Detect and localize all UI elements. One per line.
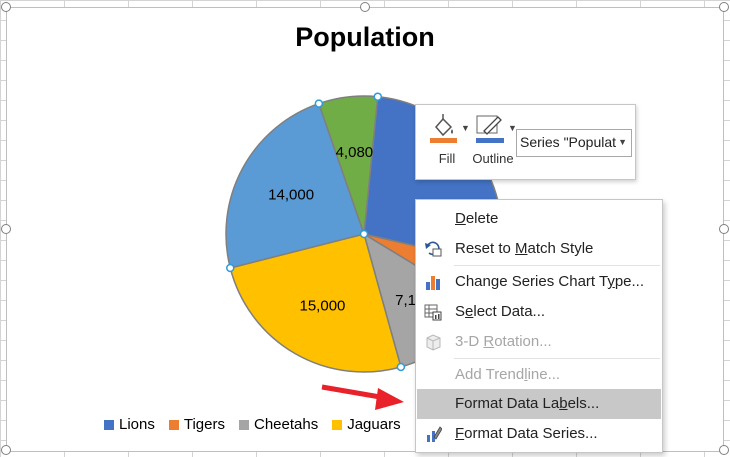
menu-accelerator: l [524, 366, 528, 383]
menu-item-add-trendline[interactable]: Add Trendline... [417, 360, 661, 390]
menu-item-3d-rotation[interactable]: 3-D Rotation... [417, 327, 661, 357]
menu-text-pre: Change Series Chart T [455, 273, 608, 290]
legend-item-cheetahs[interactable]: Cheetahs [238, 416, 319, 433]
context-menu: Delete Reset to Match Style Change Serie… [415, 199, 663, 453]
menu-accelerator: y [607, 273, 615, 290]
pen-outline-icon [476, 115, 504, 143]
menu-label-reset: Reset to Match Style [455, 240, 593, 257]
menu-text-post: lect Data... [473, 303, 546, 320]
menu-text-post: ormat Data Series... [464, 425, 598, 442]
menu-text-pre: Format Data La [455, 395, 560, 412]
bar-chart-icon [426, 276, 440, 290]
menu-label-3d-rotation: 3-D Rotation... [455, 333, 552, 350]
data-label[interactable]: 15,000 [300, 298, 346, 315]
arrow-head-icon [375, 388, 404, 410]
menu-text-pre: 3-D [455, 333, 484, 350]
menu-text-post: ine... [527, 366, 561, 383]
fill-dropdown-icon[interactable]: ▼ [461, 123, 470, 133]
chart-resize-handle-top-right[interactable] [719, 2, 729, 12]
chart-resize-handle-bottom-left[interactable] [1, 445, 11, 455]
chevron-down-icon: ▼ [618, 137, 627, 147]
chart-title[interactable]: Population [295, 22, 435, 52]
menu-accelerator: R [483, 333, 495, 350]
menu-label-format-series: Format Data Series... [455, 425, 598, 442]
fill-button[interactable]: ▼ Fill [424, 113, 470, 173]
legend-label-lions: Lions [119, 416, 155, 433]
chart-elements-value: Series "Populat [520, 134, 617, 150]
legend-swatch-cheetahs [238, 419, 249, 430]
chart-elements-dropdown[interactable]: Series "Populat ▼ [516, 129, 632, 157]
series-selection-handle[interactable] [373, 92, 383, 101]
series-selection-handle[interactable] [359, 229, 369, 239]
menu-label-delete: Delete [455, 210, 498, 227]
menu-accelerator: F [455, 425, 465, 442]
chart-resize-handle-top-left[interactable] [1, 2, 11, 12]
menu-label-format-labels: Format Data Labels... [455, 395, 599, 412]
menu-item-reset-to-match-style[interactable]: Reset to Match Style [417, 234, 661, 264]
menu-text-post: pe... [614, 273, 644, 290]
menu-text-post: els... [567, 395, 600, 412]
fill-label: Fill [438, 151, 456, 166]
menu-label-add-trendline: Add Trendline... [455, 366, 560, 383]
legend-label-tigers: Tigers [183, 416, 225, 433]
pie-slice-jaguars[interactable] [229, 233, 402, 373]
series-selection-handle[interactable] [396, 362, 406, 372]
legend-item-tigers[interactable]: Tigers [168, 416, 225, 433]
chart-resize-handle-right[interactable] [719, 224, 729, 234]
legend-label-cheetahs: Cheetahs [253, 416, 319, 433]
outline-button[interactable]: ▼ Outline [468, 113, 518, 173]
menu-text-pre: S [455, 303, 466, 320]
cube-3d-icon [426, 334, 441, 351]
menu-separator [454, 358, 660, 359]
menu-text-pre: Add Trend [455, 366, 525, 383]
menu-item-select-data[interactable]: Select Data... [417, 297, 661, 327]
menu-accelerator: M [515, 240, 528, 257]
legend-swatch-tigers [168, 419, 179, 430]
menu-separator [454, 265, 660, 266]
chart-resize-handle-top[interactable] [360, 2, 370, 12]
menu-accelerator: D [455, 210, 466, 227]
menu-label-select-data: Select Data... [455, 303, 545, 320]
menu-item-delete[interactable]: Delete [417, 204, 661, 234]
outline-dropdown-icon[interactable]: ▼ [508, 123, 517, 133]
select-data-icon [424, 304, 442, 321]
menu-text-pre: Reset to [455, 240, 516, 257]
menu-accelerator: e [465, 303, 474, 320]
arrow-shaft [321, 384, 387, 401]
outline-label: Outline [472, 151, 514, 166]
series-selection-handle[interactable] [314, 99, 324, 108]
format-mini-toolbar: ▼ Fill ▼ Outline Series "Populat ▼ [415, 104, 636, 180]
menu-accelerator: b [559, 395, 568, 412]
data-label[interactable]: 14,000 [268, 187, 314, 204]
menu-text-post: otation... [494, 333, 552, 350]
reset-style-icon [425, 241, 442, 257]
legend-label-jaguars: Jaguars [347, 416, 401, 433]
pie-slice-unnamed-4[interactable] [225, 102, 365, 269]
menu-item-format-data-labels[interactable]: Format Data Labels... [417, 389, 661, 419]
menu-label-change-type: Change Series Chart Type... [455, 273, 644, 290]
data-label[interactable]: 4,080 [336, 144, 374, 161]
legend-swatch-jaguars [332, 419, 343, 430]
series-selection-handle[interactable] [225, 263, 235, 273]
paint-bucket-icon [430, 114, 457, 143]
fill-color-swatch [430, 138, 457, 143]
legend-item-lions[interactable]: Lions [104, 416, 155, 433]
chart-legend[interactable]: Lions Tigers Cheetahs Jaguars [104, 416, 401, 433]
menu-text-post: elete [465, 210, 499, 227]
menu-item-change-series-chart-type[interactable]: Change Series Chart Type... [417, 267, 661, 297]
menu-item-format-data-series[interactable]: Format Data Series... [417, 419, 661, 449]
legend-swatch-lions [104, 419, 114, 430]
legend-item-jaguars[interactable]: Jaguars [332, 416, 401, 433]
menu-text-post: atch Style [527, 240, 594, 257]
chart-resize-handle-bottom-right[interactable] [719, 445, 729, 455]
outline-color-swatch [476, 138, 504, 143]
format-series-icon [427, 426, 442, 442]
chart-resize-handle-left[interactable] [1, 224, 11, 234]
